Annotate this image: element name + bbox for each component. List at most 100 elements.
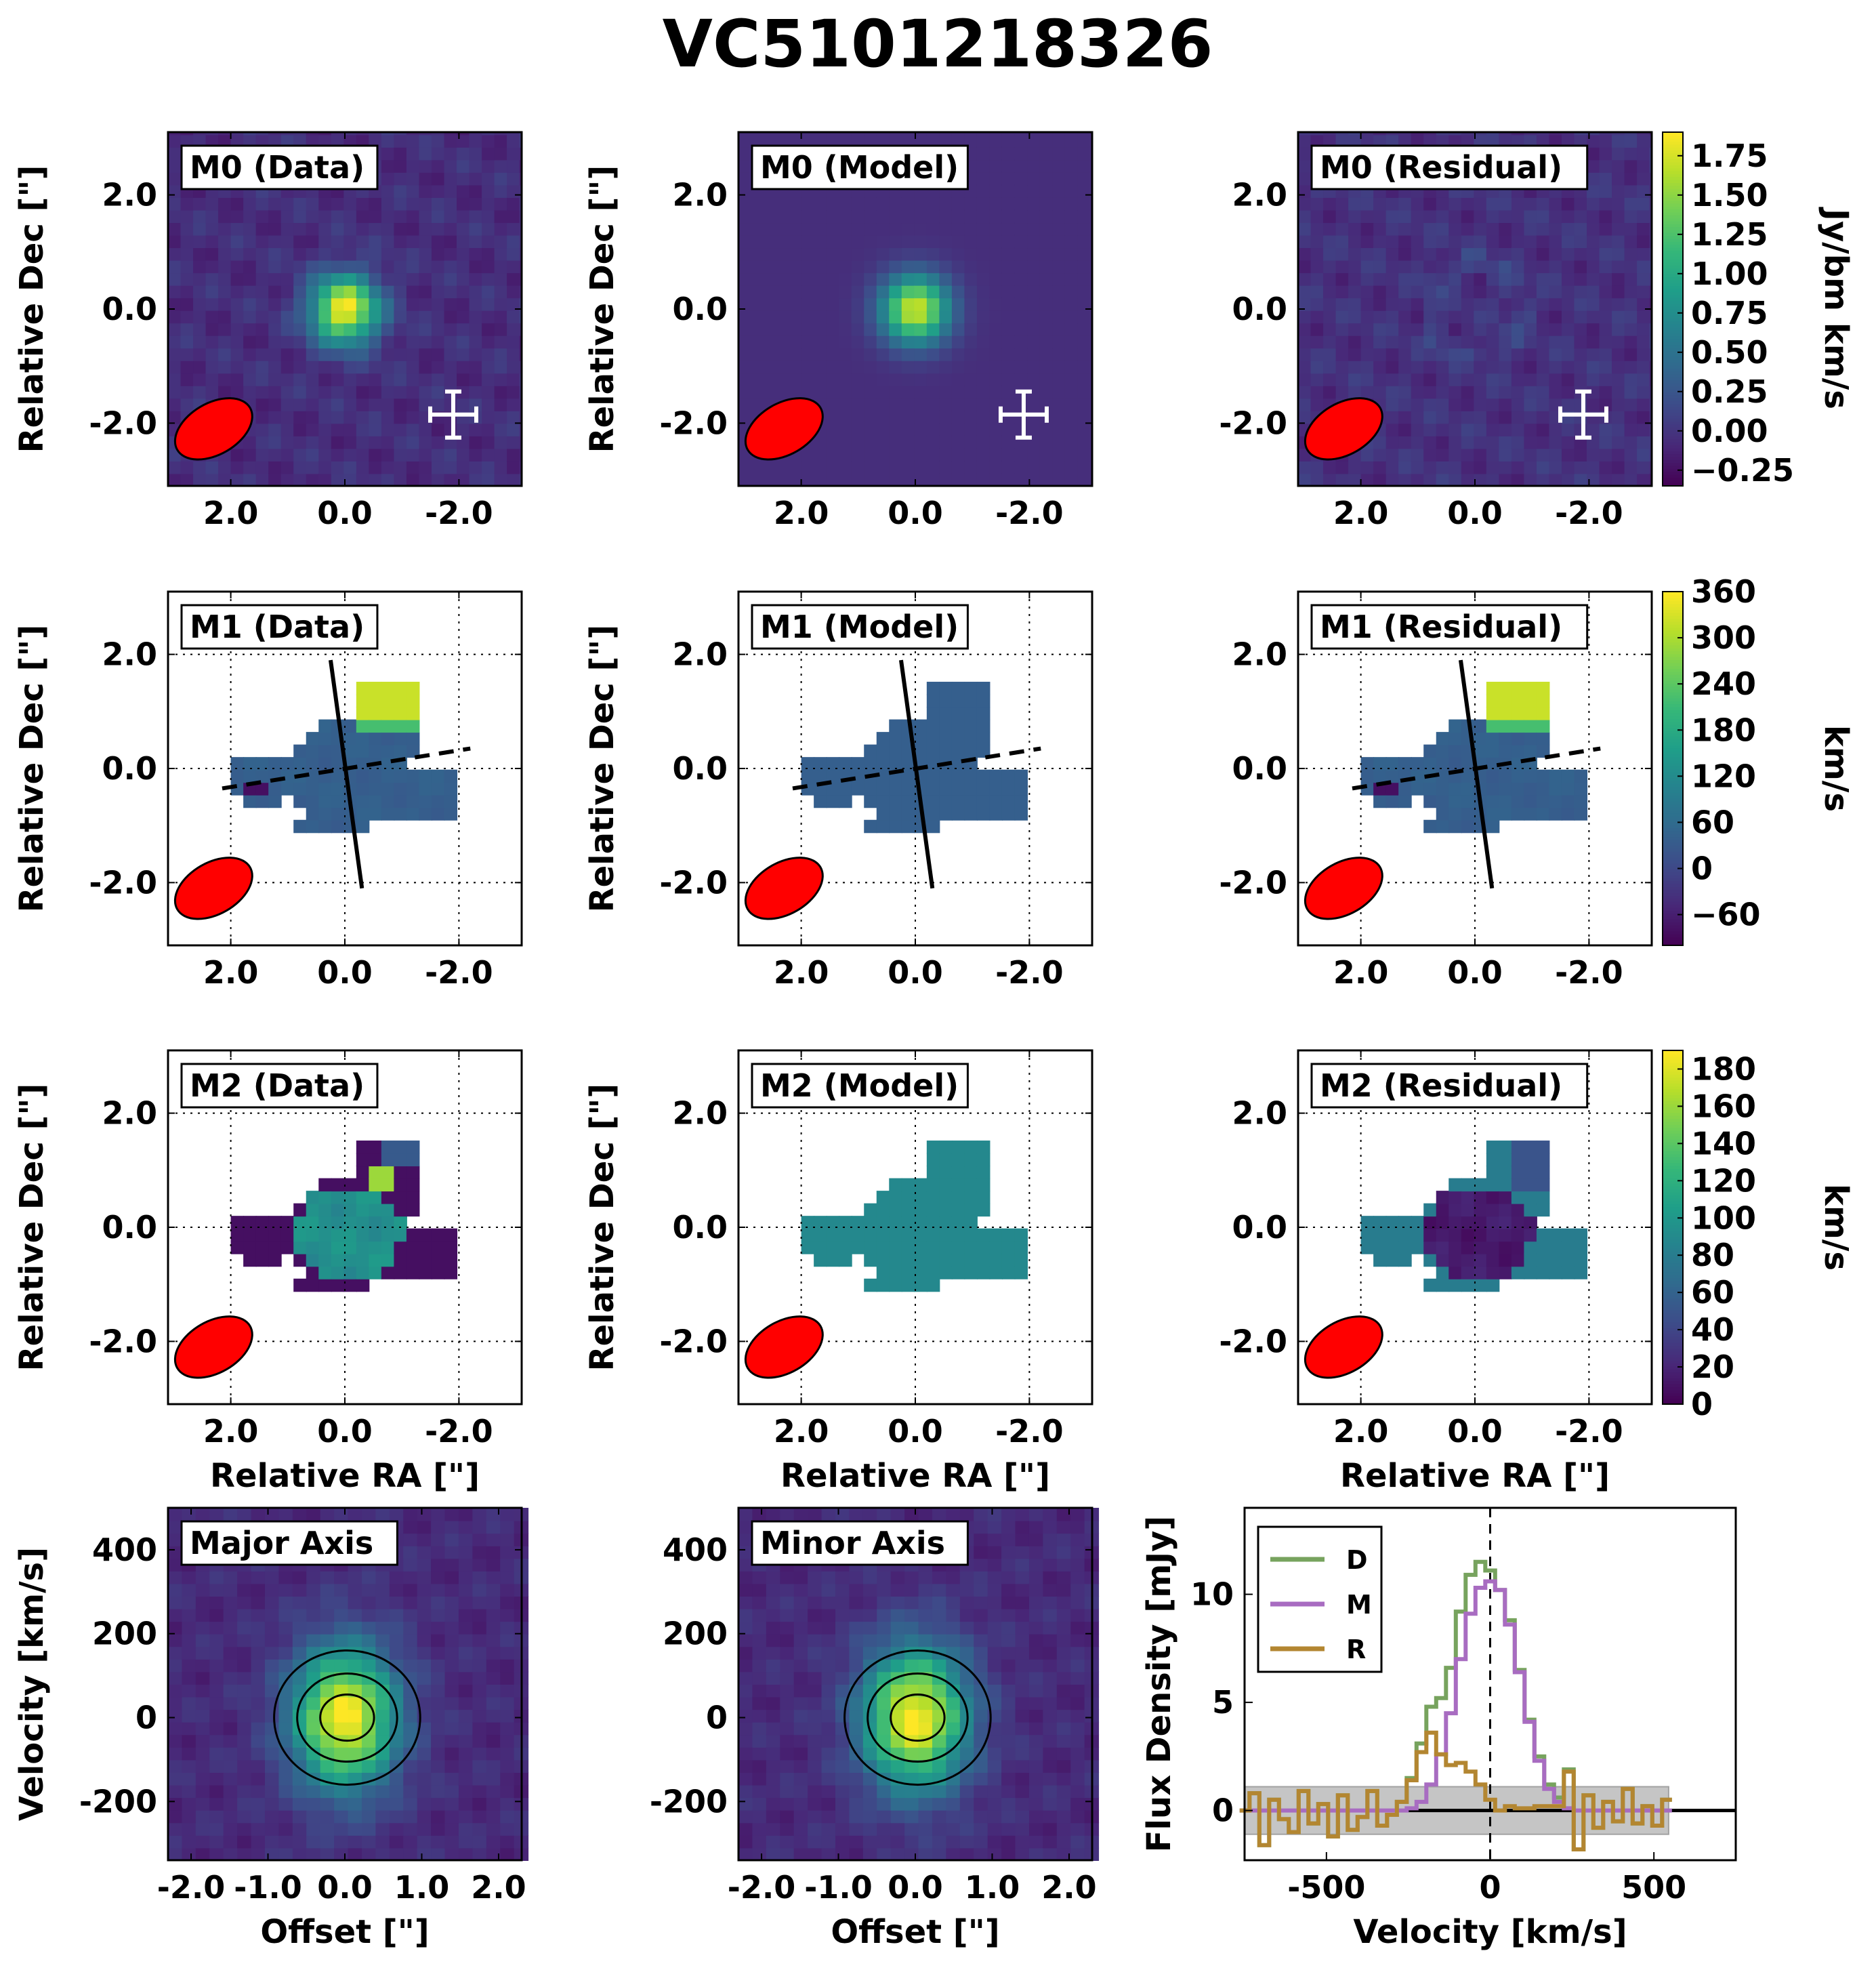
map-pixel	[1499, 1241, 1512, 1254]
map-pixel	[1039, 209, 1054, 224]
map-pixel	[1077, 132, 1091, 136]
x-tick-label: -2.0	[425, 1413, 493, 1450]
map-pixel	[394, 682, 407, 695]
map-pixel	[1310, 460, 1325, 474]
colorbar-step	[1663, 942, 1683, 946]
map-pixel	[926, 373, 940, 386]
map-pixel	[1474, 132, 1487, 136]
map-pixel	[268, 473, 282, 486]
pv-pixel	[223, 1784, 238, 1799]
map-pixel	[1373, 222, 1387, 236]
map-pixel	[738, 385, 752, 399]
map-pixel	[1486, 448, 1500, 461]
map-pixel	[1574, 448, 1588, 461]
map-pixel	[255, 360, 270, 374]
colorbar-step	[1663, 1359, 1683, 1364]
pv-pixel	[182, 1797, 196, 1811]
map-pixel	[826, 134, 840, 148]
map-pixel	[369, 744, 382, 758]
x-tick-label: 0.0	[317, 954, 373, 991]
map-pixel	[976, 732, 991, 745]
map-pixel	[926, 410, 940, 424]
map-pixel	[519, 385, 522, 399]
colorbar-step	[1663, 1339, 1683, 1343]
map-pixel	[964, 209, 978, 224]
map-pixel	[406, 1266, 420, 1279]
pv-pixel	[251, 1621, 266, 1635]
pv-pixel	[486, 1596, 501, 1609]
map-pixel	[394, 435, 407, 449]
map-pixel	[168, 348, 182, 361]
map-pixel	[951, 694, 965, 708]
pv-pixel	[320, 1583, 335, 1597]
map-pixel	[482, 398, 495, 411]
colorbar-step	[1663, 1156, 1683, 1160]
map-pixel	[230, 132, 245, 136]
pv-pixel	[389, 1847, 404, 1861]
map-pixel	[1411, 234, 1425, 249]
map-pixel	[218, 234, 232, 249]
map-pixel	[1448, 272, 1462, 286]
map-pixel	[507, 171, 520, 186]
pv-pixel	[292, 1822, 308, 1836]
pv-pixel	[472, 1784, 487, 1799]
x-tick-label: 2.0	[1333, 1413, 1389, 1450]
pv-pixel	[223, 1746, 238, 1761]
map-pixel	[901, 1241, 915, 1254]
pv-pixel	[417, 1834, 432, 1849]
pv-pixel	[251, 1646, 266, 1660]
map-pixel	[839, 410, 852, 424]
map-pixel	[1298, 272, 1312, 286]
map-pixel	[1310, 234, 1325, 249]
map-pixel	[318, 260, 332, 274]
pv-pixel	[209, 1671, 224, 1685]
map-pixel	[1637, 222, 1650, 236]
map-pixel	[406, 209, 420, 224]
map-pixel	[1423, 757, 1437, 771]
colorbar-step	[1663, 697, 1683, 701]
map-pixel	[1486, 707, 1500, 720]
map-pixel	[1587, 385, 1600, 399]
pv-pixel	[808, 1759, 822, 1773]
map-pixel	[306, 234, 320, 249]
map-pixel	[1536, 385, 1550, 399]
map-pixel	[976, 410, 991, 424]
map-pixel	[306, 260, 320, 274]
map-pixel	[951, 719, 965, 733]
map-pixel	[419, 234, 432, 249]
colorbar-step	[1663, 1206, 1683, 1210]
map-pixel	[394, 260, 407, 274]
map-pixel	[1474, 435, 1487, 449]
map-pixel	[1335, 272, 1350, 286]
map-pixel	[1524, 310, 1537, 324]
map-pixel	[394, 285, 407, 299]
map-pixel	[431, 348, 445, 361]
pv-pixel	[808, 1621, 822, 1635]
map-pixel	[394, 222, 407, 236]
map-pixel	[318, 134, 332, 148]
map-pixel	[444, 159, 458, 173]
pv-pixel	[808, 1834, 822, 1849]
map-pixel	[406, 132, 420, 136]
pv-pixel	[417, 1684, 432, 1698]
map-pixel	[457, 171, 470, 186]
map-pixel	[306, 310, 320, 324]
map-pixel	[1027, 234, 1041, 249]
map-pixel	[1039, 398, 1054, 411]
map-pixel	[406, 732, 420, 745]
map-pixel	[939, 744, 953, 758]
colorbar-step	[1663, 318, 1683, 322]
map-pixel	[394, 1178, 407, 1192]
pv-pixel	[780, 1646, 795, 1660]
map-pixel	[1511, 435, 1525, 449]
map-pixel	[293, 1216, 307, 1229]
map-pixel	[926, 448, 940, 461]
map-pixel	[1039, 285, 1054, 299]
colorbar-step	[1663, 235, 1683, 239]
colorbar-step	[1663, 1268, 1683, 1273]
pv-pixel	[334, 1721, 349, 1736]
pv-pixel	[209, 1746, 224, 1761]
pv-contour	[273, 1649, 421, 1786]
colorbar-step	[1663, 386, 1683, 390]
map-pixel	[1448, 385, 1462, 399]
